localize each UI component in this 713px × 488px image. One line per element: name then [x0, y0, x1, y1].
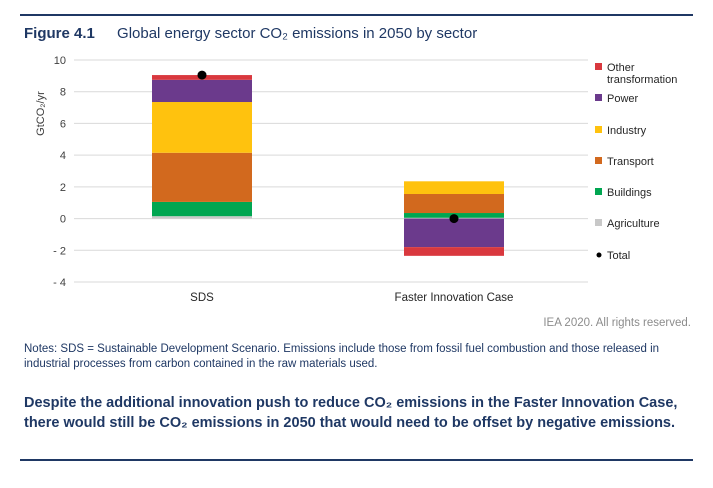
total-marker	[197, 70, 207, 80]
figure-title: Global energy sector CO₂ emissions in 20…	[117, 25, 478, 42]
figure-heading: Figure 4.1 Global energy sector CO₂ emis…	[24, 25, 477, 42]
y-tick-label: 4	[60, 150, 66, 162]
bar-segment-transport	[404, 193, 504, 214]
bar-segment-power	[152, 79, 252, 103]
legend-label: Buildings	[607, 187, 652, 199]
bar-segment-agriculture	[152, 216, 252, 219]
y-axis-title: GtCO₂/yr	[35, 91, 47, 136]
y-tick-label: 0	[60, 214, 66, 226]
legend-label: Industry	[607, 125, 647, 137]
key-takeaway: Despite the additional innovation push t…	[24, 395, 678, 431]
legend-swatch	[595, 94, 602, 101]
bar-segment-power	[404, 218, 504, 248]
category-label: Faster Innovation Case	[395, 292, 514, 304]
bar-segment-industry	[152, 102, 252, 153]
legend-marker	[596, 252, 602, 258]
legend-swatch	[595, 188, 602, 195]
y-tick-label: 6	[60, 118, 66, 130]
figure-number: Figure 4.1	[24, 25, 95, 42]
legend-swatch	[595, 157, 602, 164]
x-axis: SDS Faster Innovation Case	[190, 292, 513, 304]
bars	[152, 70, 504, 256]
bar-segment-buildings	[152, 201, 252, 217]
legend-label: Transport	[607, 156, 654, 168]
y-tick-label: 8	[60, 87, 66, 99]
legend-label: Other	[607, 62, 635, 74]
gridlines	[74, 59, 588, 283]
y-tick-label: - 4	[53, 277, 66, 289]
legend-label: Power	[607, 93, 639, 105]
chart: 10 8 6 4 2 0 - 2 - 4 GtCO₂/yr SDS Faster Innovati…	[35, 55, 677, 304]
y-tick-label: - 2	[53, 245, 66, 257]
top-rule	[20, 14, 693, 16]
legend-label: Agriculture	[607, 218, 660, 230]
bar-segment-other-transformation	[404, 247, 504, 256]
bottom-rule	[20, 459, 693, 461]
credit-line: IEA 2020. All rights reserved.	[543, 317, 691, 329]
legend-swatch	[595, 126, 602, 133]
legend-label: transformation	[607, 74, 677, 86]
legend-swatch	[595, 63, 602, 70]
total-marker	[449, 214, 459, 224]
bar-segment-industry	[404, 181, 504, 194]
legend-swatch	[595, 219, 602, 226]
notes: Notes: SDS = Sustainable Development Sce…	[24, 343, 660, 370]
legend-label: Total	[607, 250, 630, 262]
category-label: SDS	[190, 292, 214, 304]
bar-segment-transport	[152, 152, 252, 202]
y-axis: 10 8 6 4 2 0 - 2 - 4 GtCO₂/yr	[35, 55, 66, 289]
y-tick-label: 10	[54, 55, 66, 67]
y-tick-label: 2	[60, 182, 66, 194]
